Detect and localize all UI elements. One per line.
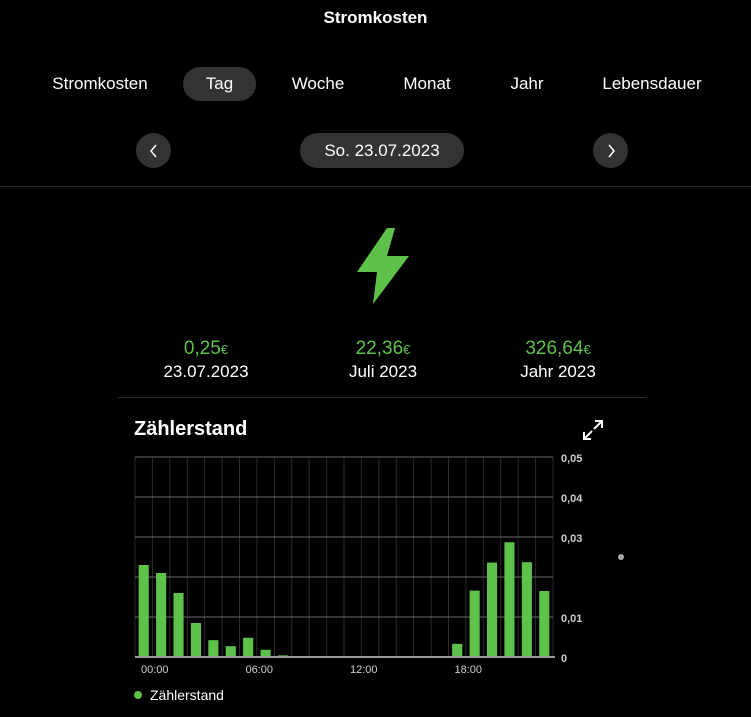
stat-year-currency: €	[583, 342, 591, 357]
chart-bar	[243, 637, 254, 657]
chart-bar	[469, 590, 480, 657]
zaehlerstand-chart: 0,05 0,04 0,03 0,01 0 00:00 06:00 12:00 18:00	[134, 453, 624, 676]
chart-bar	[521, 562, 532, 657]
stat-month-value: 22,36	[355, 338, 404, 359]
stat-year-label: Jahr 2023	[520, 362, 596, 381]
legend-swatch	[134, 691, 142, 699]
header-divider	[0, 186, 751, 187]
lightning-bolt-icon	[357, 228, 409, 304]
tab-jahr[interactable]: Jahr	[510, 74, 544, 93]
y-tick-label: 0,01	[561, 613, 582, 625]
stat-month-label: Juli 2023	[348, 362, 418, 381]
stat-year-value: 326,64	[525, 338, 584, 359]
y-tick-label: 0,03	[561, 533, 582, 545]
stats-divider	[118, 397, 646, 398]
tab-lebensdauer[interactable]: Lebensdauer	[602, 74, 702, 93]
y-tick-label: 0,04	[561, 493, 583, 505]
y-tick-label: 0	[561, 653, 567, 665]
stat-month-currency: €	[403, 342, 411, 357]
x-tick-label: 06:00	[246, 664, 274, 676]
chart-title: Zählerstand	[134, 418, 248, 440]
expand-icon[interactable]	[581, 418, 605, 442]
chart-bar	[173, 593, 184, 657]
date-navigation: So. 23.07.2023	[0, 133, 751, 168]
previous-day-button[interactable]	[136, 133, 171, 168]
chart-bar	[225, 646, 236, 657]
stat-day-currency: €	[220, 342, 229, 357]
stat-year: 326,64€ Jahr 2023	[478, 338, 638, 383]
y-tick-label: 0,05	[561, 453, 582, 465]
chart-bar	[138, 565, 149, 657]
tab-woche[interactable]: Woche	[291, 74, 345, 93]
axis-marker	[618, 554, 624, 560]
chart-legend: Zählerstand	[134, 687, 224, 703]
chart-bar	[504, 542, 515, 657]
period-tabs: Stromkosten Tag Woche Monat Jahr Lebensd…	[0, 67, 751, 101]
tab-monat[interactable]: Monat	[403, 74, 451, 93]
tab-tag[interactable]: Tag	[183, 67, 256, 101]
current-date[interactable]: So. 23.07.2023	[300, 133, 464, 168]
x-tick-label: 18:00	[455, 664, 483, 676]
chart-bar	[452, 643, 463, 657]
stat-month: 22,36€ Juli 2023	[303, 338, 463, 383]
stat-day-label: 23.07.2023	[163, 362, 249, 381]
stat-day: 0,25€ 23.07.2023	[126, 338, 286, 383]
chart-bar	[208, 640, 219, 657]
tab-stromkosten[interactable]: Stromkosten	[52, 74, 148, 93]
chevron-right-icon	[607, 144, 615, 157]
chart-bar	[190, 623, 202, 657]
chart-bar	[156, 573, 167, 657]
x-tick-label: 00:00	[141, 664, 169, 676]
chart-bar	[486, 562, 498, 657]
x-tick-label: 12:00	[350, 664, 378, 676]
legend-label: Zählerstand	[150, 687, 224, 703]
page-title: Stromkosten	[323, 8, 428, 27]
stat-day-value: 0,25	[183, 338, 221, 359]
chart-bar	[260, 649, 271, 657]
chevron-left-icon	[149, 144, 157, 157]
next-day-button[interactable]	[593, 133, 628, 168]
chart-bar	[539, 591, 550, 657]
